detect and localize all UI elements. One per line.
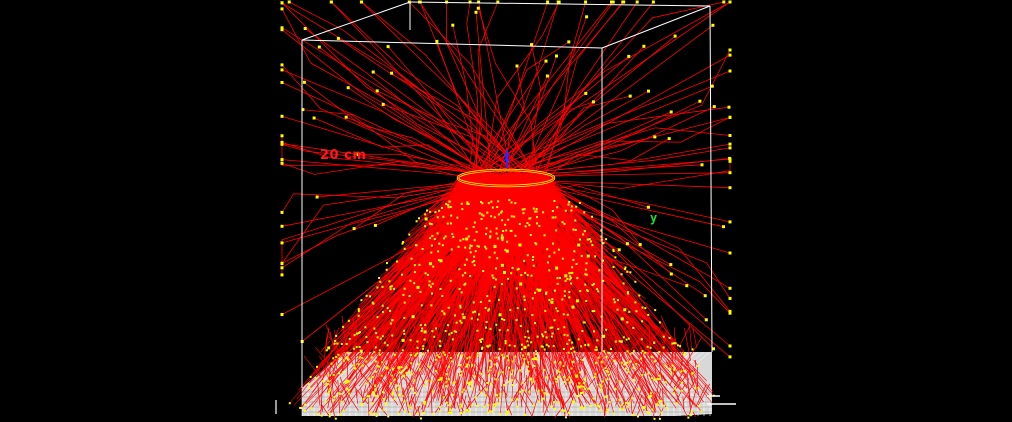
track-endpoints xyxy=(280,0,732,420)
particle-tracks xyxy=(281,1,731,419)
scale-label: 20 cm xyxy=(320,148,367,163)
y-axis-label: y xyxy=(650,211,658,225)
source-ring xyxy=(456,150,556,188)
x-axis-label: x xyxy=(503,150,511,164)
bounding-box xyxy=(275,1,736,414)
